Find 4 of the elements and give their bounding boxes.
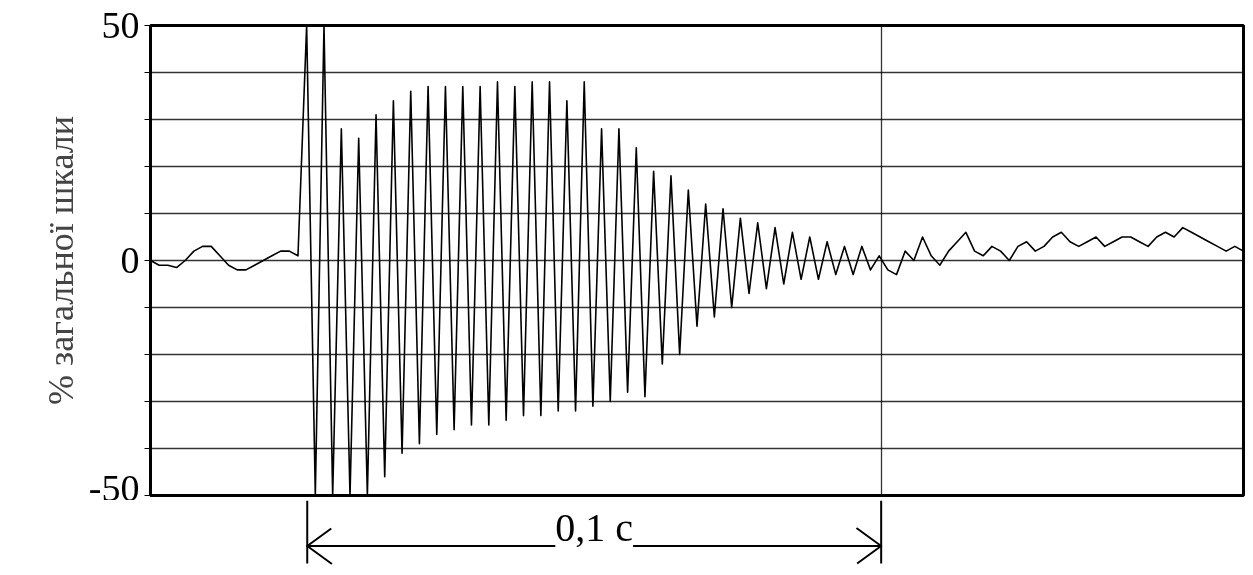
y-tick-label: 0 xyxy=(120,239,140,281)
y-tick-label: 50 xyxy=(101,4,140,46)
y-axis-title: % загальної шкали xyxy=(40,115,81,406)
text: 0,1 c xyxy=(555,504,634,550)
